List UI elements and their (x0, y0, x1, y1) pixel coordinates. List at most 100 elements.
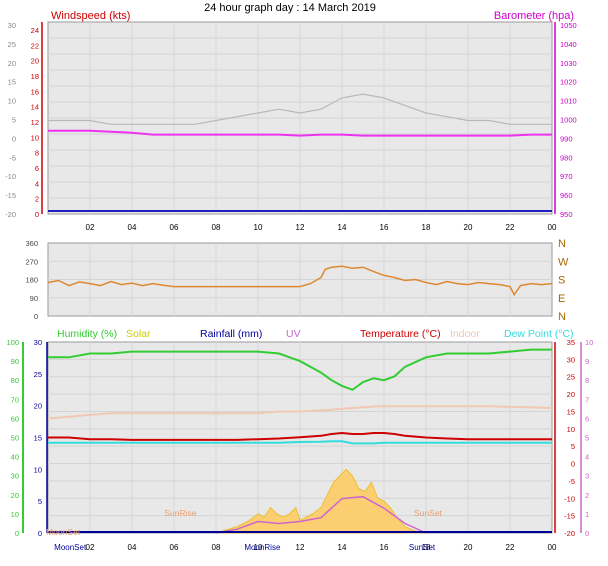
y-tick-label: 30 (34, 338, 42, 347)
y-tick-label: -10 (564, 494, 575, 503)
x-tick-label: 02 (86, 223, 95, 232)
x-tick-label: 18 (422, 543, 431, 552)
y-tick-label: -10 (5, 172, 16, 181)
y-tick-label: 1040 (560, 40, 577, 49)
y-tick-label: 980 (560, 153, 573, 162)
y-tick-label: 25 (34, 370, 42, 379)
y-tick-label: 0 (15, 529, 19, 538)
direction-tick-label: 180 (25, 276, 38, 285)
moonset-label: MoonSet (46, 527, 81, 537)
barometer-axis-title: Barometer (hpa) (494, 10, 574, 22)
moonset-axis-label: MoonSet (54, 543, 87, 552)
y-tick-label: 10 (8, 97, 16, 106)
y-tick-label: 1000 (560, 116, 577, 125)
y-tick-label: 4 (585, 453, 589, 462)
wind-direction-line (47, 265, 553, 297)
x-tick-label: 10 (254, 543, 263, 552)
x-tick-label: 14 (338, 223, 347, 232)
y-tick-label: 10 (11, 510, 19, 519)
x-tick-label: 12 (296, 543, 305, 552)
compass-label: E (558, 293, 565, 305)
y-tick-label: 5 (38, 497, 42, 506)
y-tick-label: 20 (31, 57, 39, 66)
y-tick-label: 1010 (560, 97, 577, 106)
x-tick-label: 08 (212, 223, 221, 232)
y-tick-label: 18 (31, 72, 39, 81)
y-tick-label: 16 (31, 87, 39, 96)
y-tick-label: 960 (560, 191, 573, 200)
y-tick-label: 8 (35, 149, 39, 158)
y-tick-label: 1030 (560, 59, 577, 68)
y-tick-label: 970 (560, 172, 573, 181)
x-tick-label: 18 (422, 223, 431, 232)
x-tick-label: 22 (506, 543, 515, 552)
x-tick-label: 00 (548, 543, 557, 552)
x-tick-label: 12 (296, 223, 305, 232)
y-tick-label: 5 (571, 442, 575, 451)
y-tick-label: 9 (585, 357, 589, 366)
x-tick-label: 16 (380, 543, 389, 552)
uv-line (215, 495, 427, 534)
x-tick-label: 20 (464, 543, 473, 552)
compass-label: N (558, 238, 566, 250)
y-tick-label: 15 (8, 78, 16, 87)
y-tick-label: 90 (11, 357, 19, 366)
direction-tick-label: 270 (25, 257, 38, 266)
dewpoint-line (48, 440, 552, 445)
indoor-line (47, 405, 553, 420)
y-tick-label: 1050 (560, 21, 577, 30)
y-tick-label: 20 (34, 402, 42, 411)
humidity-line (48, 348, 552, 391)
x-tick-label: 08 (212, 543, 221, 552)
y-tick-label: 950 (560, 210, 573, 219)
y-tick-label: 5 (12, 116, 16, 125)
y-tick-label: 20 (11, 491, 19, 500)
y-tick-label: 30 (11, 472, 19, 481)
y-tick-label: 20 (8, 59, 16, 68)
y-tick-label: 10 (567, 425, 575, 434)
y-tick-label: 2 (35, 195, 39, 204)
humidity-legend-label: Humidity (%) (57, 328, 117, 340)
chart-title: 24 hour graph day : 14 March 2019 (204, 2, 376, 14)
moonrise-axis-label: MoonRise (244, 543, 281, 552)
sunset-axis-label: SunSet (409, 543, 436, 552)
y-tick-label: 10 (585, 338, 593, 347)
y-tick-label: 6 (585, 414, 589, 423)
direction-tick-label: 360 (25, 239, 38, 248)
y-tick-label: 0 (571, 460, 575, 469)
y-tick-label: 3 (585, 472, 589, 481)
y-tick-label: -5 (568, 477, 575, 486)
environment-panel: 1009080706050403020100302520151050353025… (6, 328, 593, 552)
y-tick-label: -15 (5, 191, 16, 200)
x-tick-label: 10 (254, 223, 263, 232)
y-tick-label: 1020 (560, 78, 577, 87)
y-tick-label: 15 (34, 434, 42, 443)
y-tick-label: 100 (6, 338, 19, 347)
x-tick-label: 16 (380, 223, 389, 232)
indoor-legend-label: Indoor (450, 328, 480, 340)
solar-area (215, 468, 427, 534)
y-tick-label: 8 (585, 376, 589, 385)
y-tick-label: 12 (31, 118, 39, 127)
dewpoint-legend-label: Dew Point (°C) (504, 328, 574, 340)
rainfall-legend-label: Rainfall (mm) (200, 328, 262, 340)
y-tick-label: 0 (35, 210, 39, 219)
y-tick-label: 4 (35, 179, 39, 188)
y-tick-label: 60 (11, 414, 19, 423)
y-tick-label: -20 (564, 529, 575, 538)
temperature-line (48, 431, 552, 441)
solar-legend-label: Solar (126, 328, 151, 340)
x-tick-label: 22 (506, 223, 515, 232)
y-tick-label: -15 (564, 512, 575, 521)
windspeed-axis-title: Windspeed (kts) (51, 10, 130, 22)
x-tick-label: 04 (128, 543, 137, 552)
y-tick-label: -5 (9, 153, 16, 162)
sunset-label: SunSet (414, 508, 443, 518)
direction-tick-label: 90 (30, 294, 38, 303)
y-tick-label: 2 (585, 491, 589, 500)
compass-label: S (558, 275, 565, 287)
x-tick-label: 04 (128, 223, 137, 232)
